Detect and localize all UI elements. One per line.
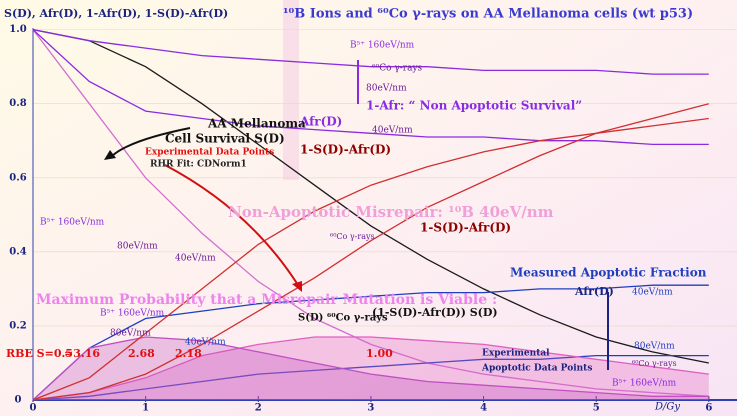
series-line (32, 28, 709, 75)
series-line (32, 29, 709, 397)
annotation: 80eV/nm (110, 329, 151, 339)
arrow (111, 127, 191, 157)
annotation: 40eV/nm (632, 288, 673, 298)
y-tick-label: 1.0 (9, 24, 26, 35)
x-tick-label: 5 (593, 403, 600, 414)
annotation: Measured Apoptotic Fraction (510, 266, 707, 280)
plot-area (32, 28, 737, 402)
annotation: 1-Afr: “ Non Apoptotic Survival” (366, 99, 582, 113)
arrowhead (292, 281, 302, 292)
series-line (32, 284, 709, 401)
highlight-band (283, 0, 299, 180)
annotation: RBE S=0.5 (6, 347, 73, 360)
area (33, 337, 709, 400)
y-tick-label: 0.6 (9, 172, 26, 183)
annotation: ⁶⁰Co γ-rays (330, 232, 375, 241)
arrows (104, 60, 609, 370)
x-tick-label: 6 (705, 403, 712, 414)
annotation: Maximum Probability that a Misrepair Mut… (36, 292, 497, 308)
annotation: Experimental (482, 349, 550, 359)
annotation: 1.00 (366, 347, 393, 360)
chart-title: ¹⁰B Ions and ⁶⁰Co γ-rays on AA Mellanoma… (283, 7, 693, 22)
annotation: Afr(D) (299, 115, 342, 129)
x-tick-label: 4 (480, 403, 487, 414)
annotation: 80eV/nm (634, 342, 675, 352)
annotation: AA Mellanoma (207, 117, 306, 131)
annotation: B⁵⁺ 160eV/nm (612, 379, 677, 389)
series-line (32, 336, 709, 401)
x-tick-label: 3 (367, 403, 374, 414)
annotation: 40eV/nm (372, 126, 413, 136)
annotation: 2.18 (175, 347, 202, 360)
x-axis-label: D/Gy (654, 402, 680, 413)
annotation: ⁶⁰Co γ-rays (372, 64, 423, 74)
annotation: Cell Survival S(D) (165, 132, 285, 146)
annotation: Apoptotic Data Points (481, 364, 592, 374)
y-tick-label: 0 (15, 395, 22, 406)
x-tick-label: 2 (255, 403, 262, 414)
annotation: Experimental Data Points (145, 148, 274, 158)
series-line (32, 28, 709, 364)
annotation: Afr(D) (574, 285, 614, 298)
y-tick-label: 0.2 (9, 320, 26, 331)
x-tick-label: 0 (30, 403, 37, 414)
y-tick-label: 0.8 (9, 98, 26, 109)
annotation: B⁵⁺ 160eV/nm (100, 309, 165, 319)
area (33, 337, 709, 400)
series-line (32, 336, 709, 401)
annotation: S(D) ⁶⁰Co γ-rays (298, 313, 388, 324)
y-axis-label: S(D), Afr(D), 1-Afr(D), 1-S(D)-Afr(D) (4, 7, 228, 20)
series-line (32, 354, 709, 401)
annotation: (1-S(D)-Afr(D)) S(D) (372, 306, 498, 319)
arrow (164, 164, 299, 286)
annotation: 1-S(D)-Afr(D) (300, 143, 391, 157)
annotation: ≈3.16 (64, 347, 100, 360)
annotation: 80eV/nm (117, 242, 158, 252)
annotation: 40eV/nm (175, 254, 216, 264)
annotation: Non-Apoptotic Misrepair: ¹⁰B 40eV/nm (228, 203, 554, 221)
y-tick-label: 0.4 (9, 246, 26, 257)
annotation: 2.68 (128, 347, 155, 360)
annotation: B⁵⁺ 160eV/nm (350, 41, 415, 51)
arrowhead (104, 150, 116, 160)
x-tick-label: 1 (142, 403, 149, 414)
series-line (32, 29, 709, 146)
annotation: RHR Fit: CDNorm1 (150, 160, 247, 170)
annotation: 80eV/nm (366, 84, 407, 94)
annotation: B⁵⁺ 160eV/nm (40, 218, 105, 228)
annotation: 1-S(D)-Afr(D) (420, 221, 511, 235)
series-line (32, 117, 709, 401)
annotation: 40eV/nm (185, 338, 226, 348)
annotation: ⁶⁰Co γ-rays (632, 359, 677, 368)
